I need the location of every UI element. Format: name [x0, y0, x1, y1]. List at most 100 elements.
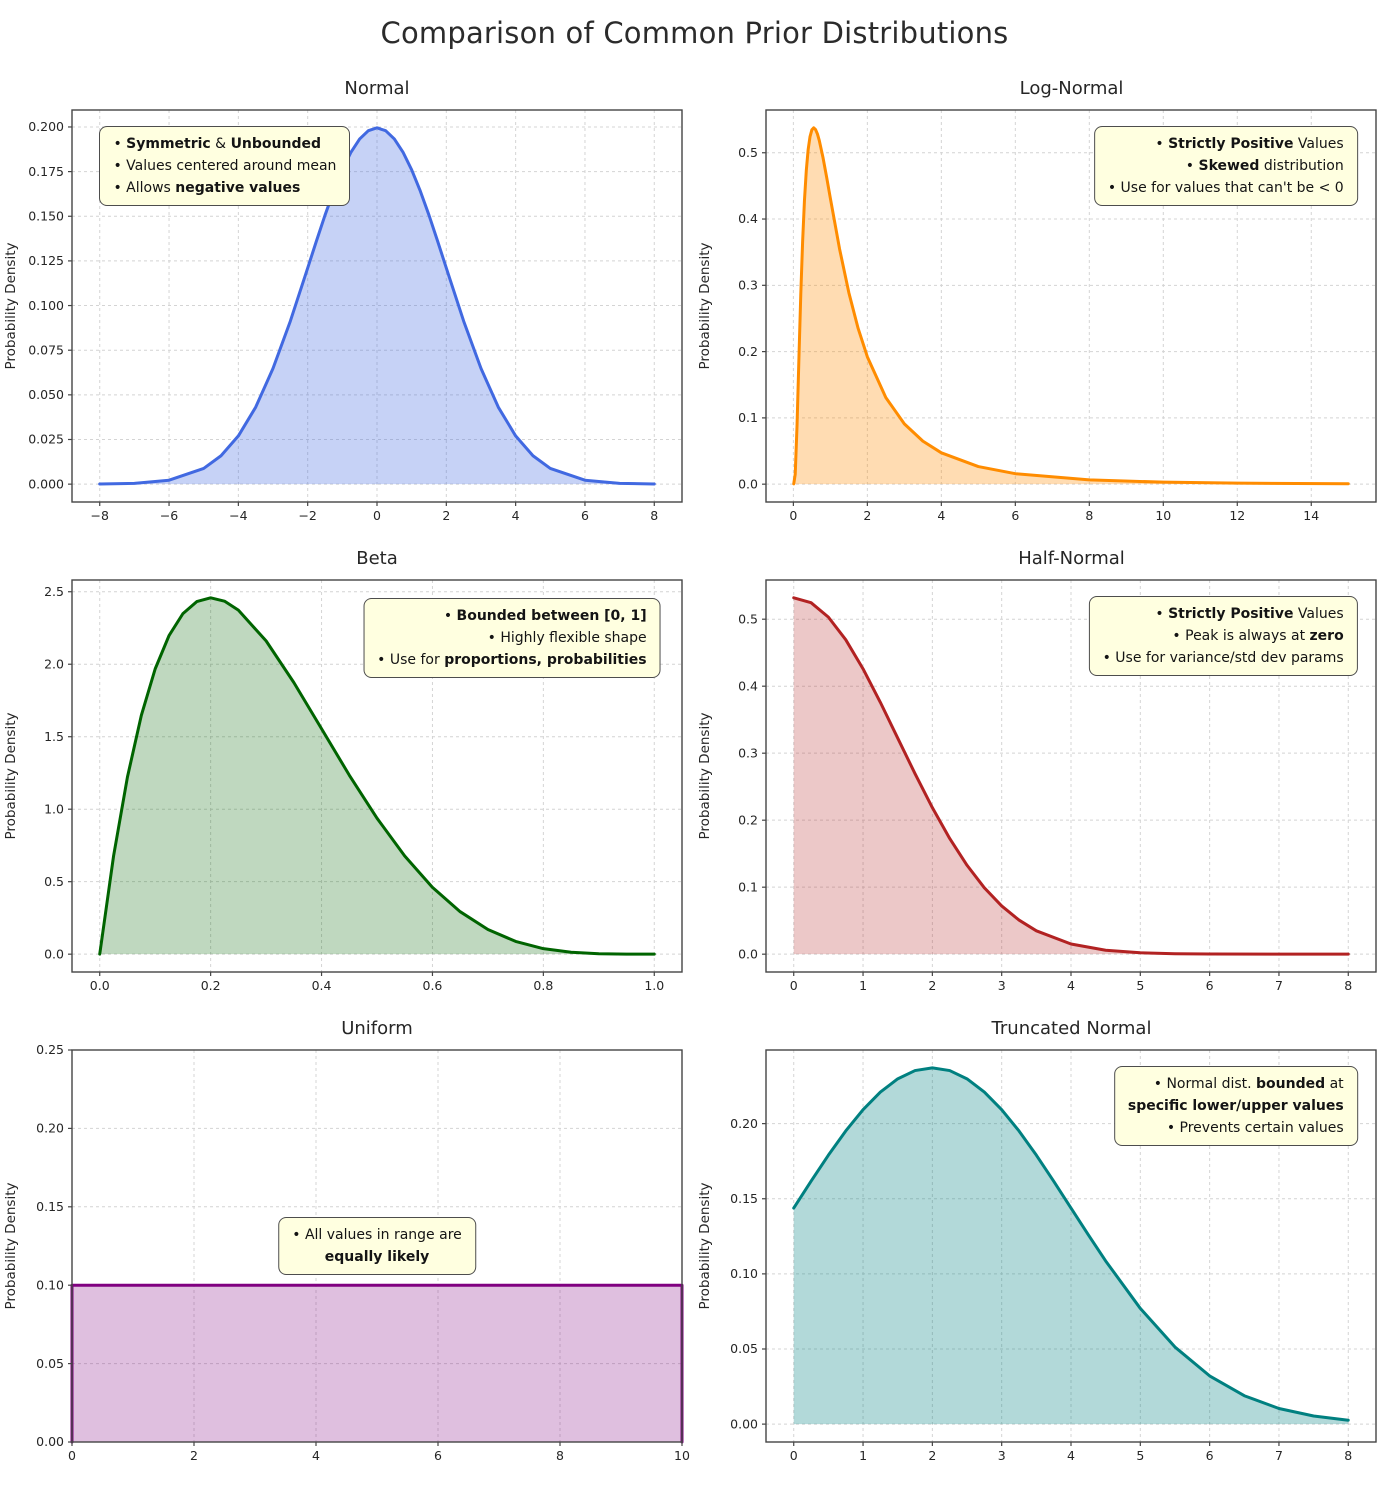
uniform-annotation: • All values in range are equally likely [278, 1217, 476, 1275]
svg-text:14: 14 [1303, 508, 1319, 523]
svg-text:0.4: 0.4 [312, 978, 332, 993]
svg-text:0.15: 0.15 [36, 1199, 64, 1214]
svg-text:0.1: 0.1 [738, 410, 758, 425]
chart-title-truncnormal: Truncated Normal [991, 1018, 1152, 1039]
svg-text:4: 4 [1067, 978, 1075, 993]
normal-curve [98, 126, 656, 486]
subplot-grid: Normal −8 −6 −4 −2 0 2 4 6 8 0.000 0.025 0.050 0.075… [0, 70, 1389, 1480]
y-axis-label: Probability Density [3, 243, 19, 370]
svg-text:−2: −2 [298, 508, 316, 523]
svg-text:12: 12 [1229, 508, 1245, 523]
svg-text:0.05: 0.05 [730, 1341, 758, 1356]
lognormal-annotation: • Strictly Positive Values • Skewed distr… [1093, 125, 1358, 206]
svg-text:0.6: 0.6 [423, 978, 443, 993]
chart-normal: Normal −8 −6 −4 −2 0 2 4 6 8 0.000 0.025 0.050 0.075… [0, 70, 694, 540]
beta-annotation: • Bounded between [0, 1] • Highly flexibl… [363, 597, 661, 678]
svg-text:6: 6 [434, 1448, 442, 1463]
y-axis-label: Probability Density [697, 713, 713, 840]
svg-text:6: 6 [1206, 978, 1214, 993]
svg-text:0.000: 0.000 [28, 476, 64, 491]
axes-spines [71, 579, 683, 973]
svg-text:4: 4 [512, 508, 520, 523]
svg-text:2: 2 [863, 508, 871, 523]
svg-text:0.150: 0.150 [28, 208, 64, 223]
svg-text:8: 8 [1085, 508, 1093, 523]
svg-text:1.5: 1.5 [44, 729, 64, 744]
svg-text:4: 4 [1067, 1448, 1075, 1463]
svg-text:7: 7 [1275, 1448, 1283, 1463]
y-axis-label: Probability Density [697, 1183, 713, 1310]
chart-title-halfnormal: Half-Normal [1018, 548, 1125, 569]
svg-text:0: 0 [789, 508, 797, 523]
halfnormal-area-fill [793, 597, 1349, 955]
svg-text:4: 4 [937, 508, 945, 523]
chart-title-lognormal: Log-Normal [1019, 78, 1124, 99]
axes-spines [765, 109, 1377, 503]
chart-normal-plot-area: −8 −6 −4 −2 0 2 4 6 8 0.000 0.025 0.050 0.075 0.100 0.… [0, 102, 694, 538]
tick-labels: 0 1 2 3 4 5 6 7 8 0.0 0.1 0.2 0.3 0.4 0.5 [738, 611, 1352, 993]
chart-lognormal: Log-Normal 0 2 4 6 8 10 12 14 0.0 0.1 0.2 0.3 0.4 0.5… [694, 70, 1389, 540]
svg-text:0: 0 [68, 1448, 76, 1463]
beta-curve [98, 596, 656, 956]
svg-text:0.8: 0.8 [533, 978, 553, 993]
svg-text:0.2: 0.2 [201, 978, 221, 993]
svg-text:0: 0 [790, 1448, 798, 1463]
svg-text:−4: −4 [229, 508, 247, 523]
normal-plot: −8 −6 −4 −2 0 2 4 6 8 0.000 0.025 0.050 0.075 0.100 0.… [3, 109, 683, 523]
y-axis-label: Probability Density [3, 713, 19, 840]
svg-text:0.00: 0.00 [36, 1434, 64, 1449]
gridlines [766, 110, 1376, 502]
chart-truncnormal: Truncated Normal 0 1 2 3 4 5 6 7 8 0.00 0.05 0.10 0.… [694, 1010, 1389, 1480]
truncnormal-curve [792, 1066, 1350, 1422]
svg-text:0.00: 0.00 [730, 1416, 758, 1431]
svg-text:0.20: 0.20 [36, 1121, 64, 1136]
svg-text:0.3: 0.3 [738, 278, 758, 293]
svg-text:6: 6 [1011, 508, 1019, 523]
svg-text:2: 2 [442, 508, 450, 523]
svg-text:0.100: 0.100 [28, 298, 64, 313]
tick-labels: −8 −6 −4 −2 0 2 4 6 8 0.000 0.025 0.050 0.075 0.100 0.… [28, 119, 658, 523]
svg-text:0.5: 0.5 [738, 145, 758, 160]
svg-text:1: 1 [859, 978, 867, 993]
uniform-area-fill [72, 1285, 682, 1442]
svg-text:7: 7 [1275, 978, 1283, 993]
normal-annotation: • Symmetric & Unbounded • Values centered… [99, 125, 351, 206]
svg-text:5: 5 [1136, 978, 1144, 993]
halfnormal-curve [792, 596, 1350, 956]
svg-text:0.25: 0.25 [36, 1042, 64, 1057]
svg-text:0.5: 0.5 [738, 611, 758, 626]
svg-text:6: 6 [1206, 1448, 1214, 1463]
svg-text:0.10: 0.10 [36, 1277, 64, 1292]
svg-text:10: 10 [1155, 508, 1171, 523]
lognormal-plot: 0 2 4 6 8 10 12 14 0.0 0.1 0.2 0.3 0.4 0.5 Probability… [697, 109, 1377, 523]
chart-beta-plot-area: 0.0 0.2 0.4 0.6 0.8 1.0 0.0 0.5 1.0 1.5 2.0 2.5 Prob… [0, 572, 694, 1008]
svg-text:0.5: 0.5 [44, 874, 64, 889]
beta-plot: 0.0 0.2 0.4 0.6 0.8 1.0 0.0 0.5 1.0 1.5 2.0 2.5 Prob… [3, 579, 683, 993]
svg-text:10: 10 [674, 1448, 690, 1463]
tick-labels: 0.0 0.2 0.4 0.6 0.8 1.0 0.0 0.5 1.0 1.5 2.0 2.5 [44, 584, 664, 993]
svg-text:0.1: 0.1 [738, 879, 758, 894]
svg-text:2.0: 2.0 [44, 656, 64, 671]
y-axis-label: Probability Density [3, 1183, 19, 1310]
svg-text:0.075: 0.075 [28, 342, 64, 357]
svg-text:8: 8 [1344, 1448, 1352, 1463]
lognormal-area-fill [793, 127, 1349, 485]
svg-text:5: 5 [1136, 1448, 1144, 1463]
truncnormal-annotation: • Normal dist. bounded at specific lower/… [1113, 1065, 1358, 1146]
svg-text:4: 4 [312, 1448, 320, 1463]
svg-text:0.05: 0.05 [36, 1356, 64, 1371]
svg-text:0.4: 0.4 [738, 211, 758, 226]
svg-text:8: 8 [650, 508, 658, 523]
svg-text:0.2: 0.2 [738, 812, 758, 827]
gridlines [72, 580, 682, 972]
svg-text:0.0: 0.0 [738, 476, 758, 491]
svg-text:0: 0 [373, 508, 381, 523]
chart-truncnormal-plot-area: 0 1 2 3 4 5 6 7 8 0.00 0.05 0.10 0.15 0.20 Probability… [694, 1042, 1388, 1478]
uniform-plot: 0 2 4 6 8 10 0.00 0.05 0.10 0.15 0.20 0.25 Probabili… [3, 1042, 690, 1463]
svg-text:0.0: 0.0 [44, 946, 64, 961]
tick-labels: 0 1 2 3 4 5 6 7 8 0.00 0.05 0.10 0.15 0.20 [730, 1116, 1352, 1463]
svg-text:2: 2 [928, 978, 936, 993]
chart-halfnormal-plot-area: 0 1 2 3 4 5 6 7 8 0.0 0.1 0.2 0.3 0.4 0.5 Probability D… [694, 572, 1388, 1008]
svg-text:6: 6 [581, 508, 589, 523]
halfnormal-annotation: • Strictly Positive Values • Peak is alwa… [1088, 595, 1358, 676]
